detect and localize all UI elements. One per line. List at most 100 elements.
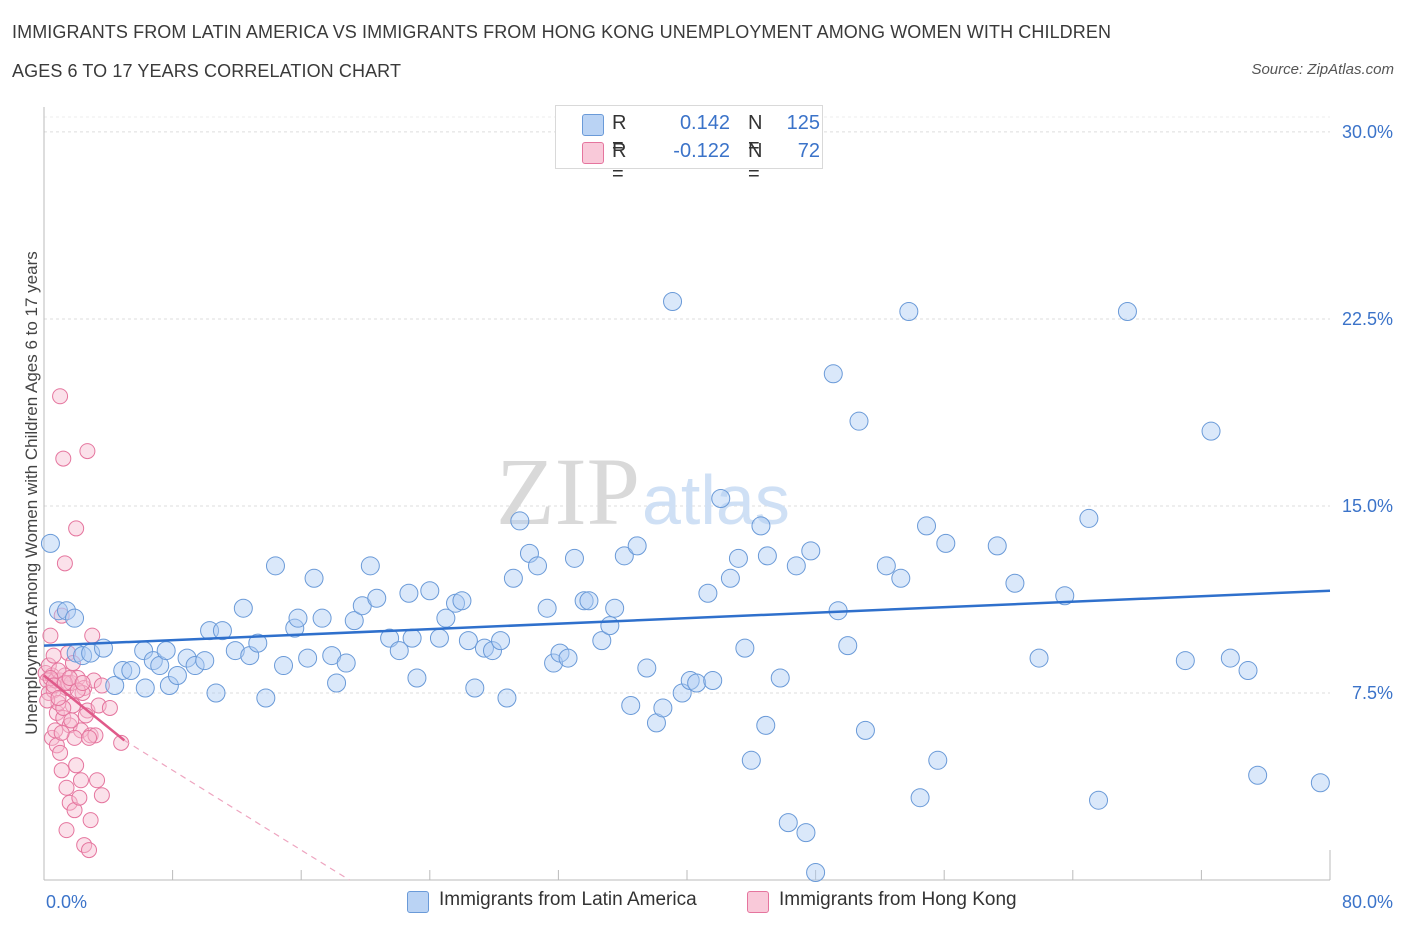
point-hong-kong [58,779,75,796]
point-latin-america [876,556,896,576]
point-hong-kong [101,699,118,716]
legend-r-value: -0.122 [673,140,730,162]
point-latin-america [1005,573,1025,593]
point-latin-america [1029,648,1049,668]
point-hong-kong [66,802,83,819]
point-latin-america [1201,421,1221,441]
point-latin-america [806,863,826,883]
point-hong-kong [81,842,98,859]
point-latin-america [1117,301,1137,321]
point-latin-america [156,641,176,661]
point-hong-kong [63,712,80,729]
point-latin-america [720,568,740,588]
point-hong-kong [53,724,70,741]
point-latin-america [711,488,731,508]
point-latin-america [786,556,806,576]
point-latin-america [497,688,517,708]
point-latin-america [823,364,843,384]
point-latin-america [637,658,657,678]
bottom-legend-label: Immigrants from Latin America [439,889,697,910]
point-latin-america [756,715,776,735]
point-latin-america [899,301,919,321]
point-latin-america [212,621,232,641]
legend-n-value: 125 [786,112,820,134]
point-latin-america [1310,773,1330,793]
point-hong-kong [89,772,106,789]
point-latin-america [288,608,308,628]
source-label: Source: ZipAtlas.com [1251,61,1394,78]
point-latin-america [558,648,578,668]
x-tick-label-max: 80.0% [1342,892,1393,912]
x-tick-label-min: 0.0% [46,892,87,912]
point-latin-america [458,631,478,651]
point-latin-america [663,291,683,311]
point-latin-america [420,581,440,601]
point-latin-america [389,641,409,661]
legend-n-label: N = [748,112,763,157]
point-latin-america [121,661,141,681]
point-latin-america [40,533,60,553]
point-latin-america [429,628,449,648]
point-latin-america [367,588,387,608]
point-latin-america [653,698,673,718]
point-latin-america [910,788,930,808]
point-latin-america [698,583,718,603]
point-latin-america [298,648,318,668]
legend-r-label: R = [612,140,627,185]
point-hong-kong [52,388,69,405]
point-latin-america [728,548,748,568]
point-latin-america [855,720,875,740]
point-latin-america [849,411,869,431]
point-latin-america [135,678,155,698]
point-latin-america [1238,661,1258,681]
point-latin-america [402,628,422,648]
bottom-legend-label: Immigrants from Hong Kong [779,889,1017,910]
point-hong-kong [42,627,59,644]
point-latin-america [65,608,85,628]
point-latin-america [73,646,93,666]
point-latin-america [1175,651,1195,671]
bottom-legend-swatch-pink [747,891,769,913]
point-hong-kong [72,772,89,789]
legend-n-value: 72 [797,140,820,162]
point-hong-kong [52,744,69,761]
point-latin-america [579,591,599,611]
point-hong-kong [87,727,104,744]
point-hong-kong [40,657,57,674]
point-latin-america [770,668,790,688]
point-latin-america [159,676,179,696]
point-latin-america [491,631,511,651]
point-latin-america [627,536,647,556]
point-latin-america [57,601,77,621]
chart-title-line-1: IMMIGRANTS FROM LATIN AMERICA VS IMMIGRA… [12,22,1112,42]
point-latin-america [206,683,226,703]
point-latin-america [987,536,1007,556]
point-latin-america [265,556,285,576]
point-latin-america [917,516,937,536]
point-hong-kong [68,520,85,537]
point-latin-america [757,546,777,566]
point-latin-america [503,568,523,588]
point-latin-america [1079,508,1099,528]
point-latin-america [113,661,133,681]
point-hong-kong [55,699,72,716]
point-latin-america [360,556,380,576]
point-latin-america [621,695,641,715]
y-tick-label: 22.5% [1342,309,1393,329]
point-hong-kong [68,757,85,774]
point-latin-america [465,678,485,698]
point-hong-kong [82,812,99,829]
point-latin-america [304,568,324,588]
point-latin-america [399,583,419,603]
point-latin-america [312,608,332,628]
bottom-legend-swatch-blue [407,891,429,913]
point-latin-america [801,541,821,561]
point-latin-america [436,608,456,628]
point-hong-kong [71,789,88,806]
point-hong-kong [82,727,99,744]
point-latin-america [256,688,276,708]
point-latin-america [167,666,187,686]
point-latin-america [778,813,798,833]
point-hong-kong [56,675,73,692]
